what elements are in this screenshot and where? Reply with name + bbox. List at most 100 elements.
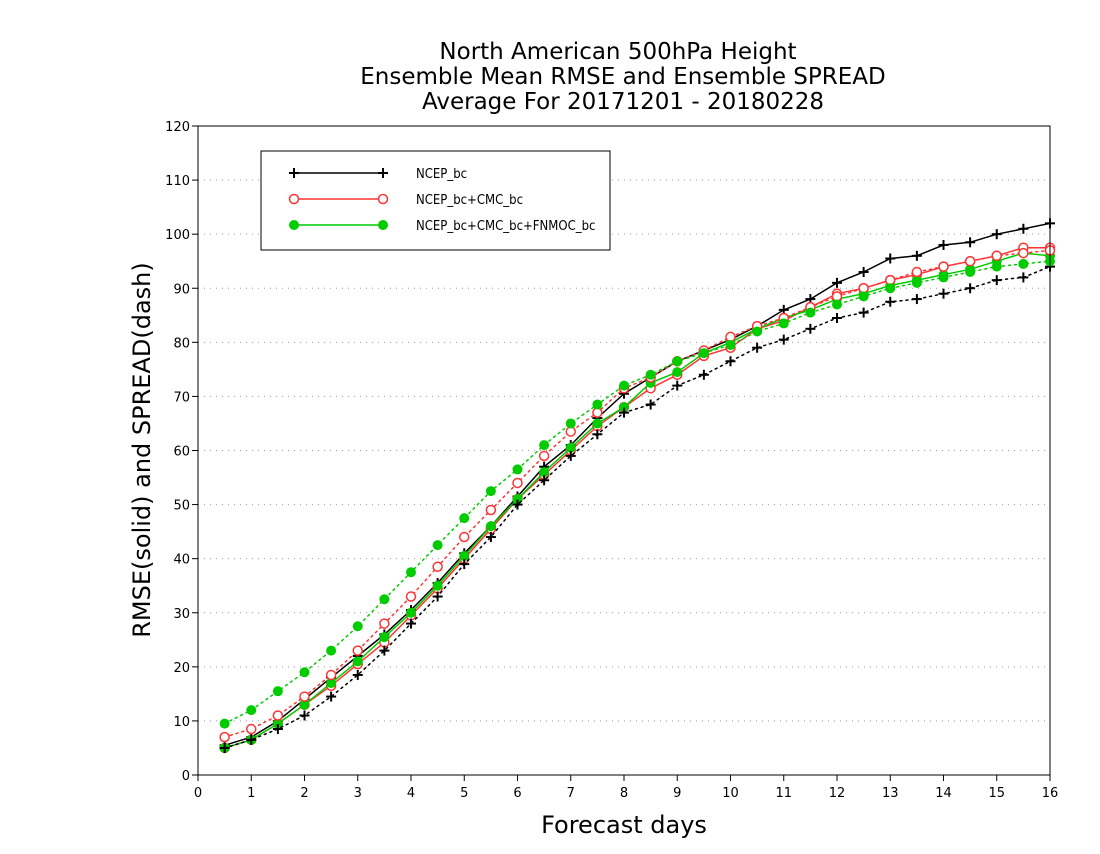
- y-tick-label: 60: [173, 445, 190, 460]
- x-tick-label: 9: [673, 786, 681, 801]
- y-tick-label: 110: [165, 174, 190, 189]
- data-point: [858, 307, 869, 318]
- series-line: [223, 260, 1051, 725]
- data-point: [432, 580, 443, 591]
- x-tick-label: 13: [882, 786, 899, 801]
- data-point: [991, 261, 1002, 272]
- legend-marker-left: [288, 193, 300, 205]
- legend-label: NCEP_bc: [416, 167, 467, 182]
- data-point: [272, 686, 283, 697]
- legend-label: NCEP_bc+CMC_bc: [416, 193, 523, 208]
- chart-title-line-2: Ensemble Mean RMSE and Ensemble SPREAD: [360, 64, 885, 90]
- data-point: [406, 567, 416, 578]
- data-point: [219, 731, 230, 743]
- data-point: [379, 618, 390, 629]
- series-rmse-2: [219, 248, 1055, 753]
- data-point: [406, 618, 416, 629]
- series-rmse-0: [219, 218, 1055, 751]
- legend-marker-right: [377, 193, 389, 205]
- series-line: [224, 246, 1050, 749]
- data-point: [299, 691, 310, 702]
- x-tick-label: 2: [300, 786, 308, 801]
- data-point: [219, 718, 230, 729]
- data-point: [512, 464, 523, 475]
- legend-item: NCEP_bc+CMC_bc+FNMOC_bc: [289, 219, 595, 234]
- data-point: [965, 267, 976, 278]
- data-point: [539, 475, 550, 486]
- data-point: [752, 342, 763, 353]
- data-point: [352, 645, 363, 656]
- data-point: [645, 369, 656, 380]
- y-axis-label: RMSE(solid) and SPREAD(dash): [128, 262, 156, 638]
- y-tick-label: 30: [173, 607, 190, 622]
- x-axis-label: Forecast days: [541, 811, 707, 839]
- data-point: [911, 266, 923, 278]
- y-tick-label: 100: [165, 228, 190, 243]
- data-point: [885, 283, 896, 294]
- x-tick-label: 14: [935, 786, 952, 801]
- data-point: [379, 594, 390, 605]
- data-point: [432, 561, 443, 573]
- series-spread-4: [219, 245, 1056, 743]
- data-point: [778, 318, 789, 329]
- data-point: [619, 402, 629, 413]
- y-tick-label: 50: [173, 499, 190, 514]
- data-point: [485, 486, 496, 497]
- data-point: [911, 277, 922, 288]
- legend-marker-right: [378, 168, 388, 178]
- chart-title-line-1: North American 500hPa Height: [439, 39, 796, 65]
- data-point: [805, 323, 816, 334]
- data-point: [1018, 223, 1029, 234]
- x-tick-label: 5: [460, 786, 468, 801]
- series-spread-3: [219, 261, 1055, 753]
- series-line: [224, 252, 1051, 749]
- data-point: [299, 699, 310, 710]
- chart-title: North American 500hPa Height Ensemble Me…: [360, 39, 885, 115]
- data-point: [326, 678, 337, 689]
- data-point: [1018, 247, 1029, 259]
- data-point: [698, 369, 709, 380]
- x-tick-label: 6: [513, 786, 521, 801]
- x-tick-label: 7: [567, 786, 575, 801]
- data-point: [379, 645, 390, 656]
- x-tick-label: 3: [354, 786, 362, 801]
- x-tick-label: 11: [775, 786, 792, 801]
- data-point: [459, 550, 470, 561]
- legend-label: NCEP_bc+CMC_bc+FNMOC_bc: [416, 219, 595, 234]
- data-point: [832, 277, 842, 288]
- y-tick-label: 120: [165, 120, 190, 135]
- legend-box: [260, 150, 611, 251]
- legend-marker-right: [378, 220, 388, 230]
- data-point: [672, 367, 683, 378]
- data-point: [326, 645, 337, 656]
- data-point: [405, 591, 417, 602]
- data-point: [938, 261, 949, 272]
- data-point: [778, 334, 789, 345]
- data-point: [379, 632, 390, 643]
- data-point: [219, 742, 230, 753]
- data-point: [512, 499, 523, 510]
- x-tick-label: 16: [1042, 786, 1059, 801]
- x-tick-label: 0: [194, 786, 202, 801]
- data-point: [1018, 272, 1029, 283]
- data-point: [246, 734, 257, 745]
- y-tick-label: 80: [173, 336, 190, 351]
- data-point: [592, 399, 603, 410]
- data-point: [698, 348, 709, 359]
- series-rmse-1: [219, 242, 1056, 754]
- data-point: [885, 253, 896, 264]
- y-tick-label: 40: [173, 553, 190, 568]
- data-point: [272, 718, 283, 729]
- data-point: [485, 521, 496, 532]
- data-point: [938, 288, 949, 299]
- chart-title-line-3: Average For 20171201 - 20180228: [422, 89, 824, 115]
- data-point: [432, 540, 443, 551]
- y-tick-label: 70: [173, 390, 190, 405]
- data-point: [965, 237, 976, 248]
- data-point: [938, 239, 949, 250]
- data-point: [619, 380, 629, 391]
- data-point: [539, 467, 550, 478]
- data-point: [672, 356, 683, 367]
- data-point: [299, 710, 310, 721]
